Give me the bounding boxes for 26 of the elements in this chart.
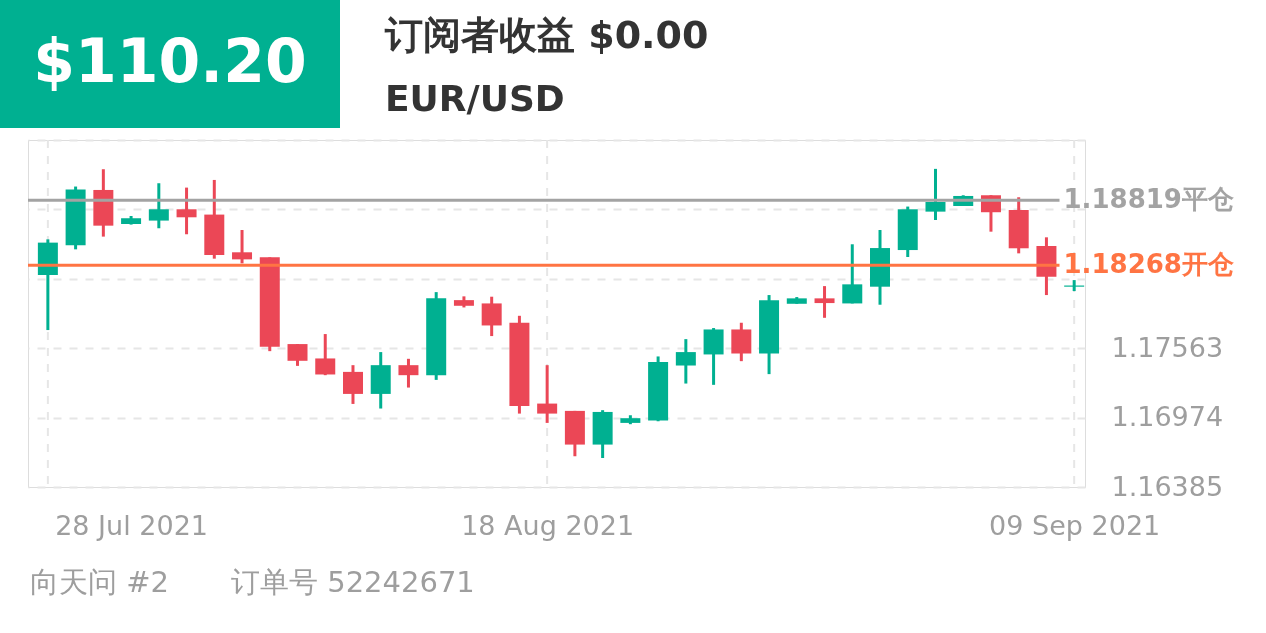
y-tick-label: 1.17563 [1111,331,1224,363]
y-tick-label: 1.16385 [1111,470,1224,502]
candlestick [176,187,197,235]
candlestick [398,357,419,388]
chart-subtitle: EUR/USD [385,78,565,119]
candlestick [148,183,169,229]
text: 向天问 #2 [30,565,169,599]
candlestick [315,334,336,377]
text: $110.20 [33,26,307,96]
candlestick [287,344,308,366]
x-tick-label: 18 Aug 2021 [461,509,635,541]
candlestick [342,365,363,404]
candlestick [925,167,946,220]
candlestick [814,286,835,318]
candlestick [842,244,863,304]
candlestick [537,365,558,423]
candlestick [481,296,502,338]
candlestick [232,230,253,264]
ref-line-label: 1.18819平仓 [1063,184,1234,215]
x-tick-label: 28 Jul 2021 [55,509,208,541]
ref-line-label: 1.18268开仓 [1063,249,1234,280]
x-tick-label: 09 Sep 2021 [989,509,1161,541]
candlestick [675,339,696,384]
y-tick-label: 1.16974 [1111,401,1224,433]
text: 订单号 52242671 [231,565,475,599]
chart-title: 订阅者收益 $0.00 [384,13,709,57]
